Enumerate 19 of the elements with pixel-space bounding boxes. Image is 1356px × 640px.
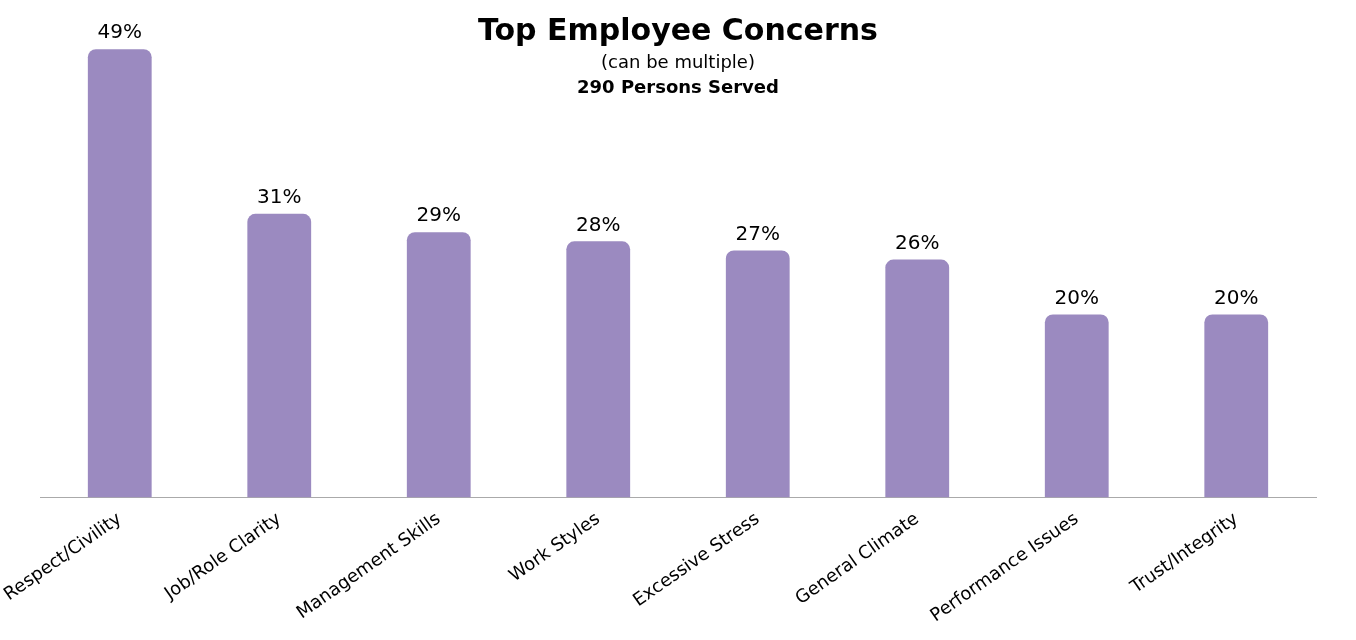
data-label: 28% [576, 211, 621, 236]
bar [885, 259, 950, 498]
data-label: 49% [97, 19, 142, 44]
bar [566, 241, 631, 498]
bar [1204, 314, 1269, 498]
bar [87, 49, 152, 498]
data-label: 31% [257, 184, 302, 209]
annotation: 290 Persons Served [576, 76, 780, 97]
data-label: 29% [416, 202, 461, 227]
data-label: 26% [895, 229, 940, 254]
bar [1044, 314, 1109, 498]
bar [406, 232, 471, 498]
data-label: 20% [1214, 284, 1259, 309]
chart-subtitle: (can be multiple) [600, 51, 756, 72]
data-label: 27% [735, 220, 780, 245]
bar [725, 250, 790, 498]
bar [247, 213, 312, 498]
data-label: 20% [1054, 284, 1099, 309]
chart-title: Top Employee Concerns [478, 12, 878, 47]
